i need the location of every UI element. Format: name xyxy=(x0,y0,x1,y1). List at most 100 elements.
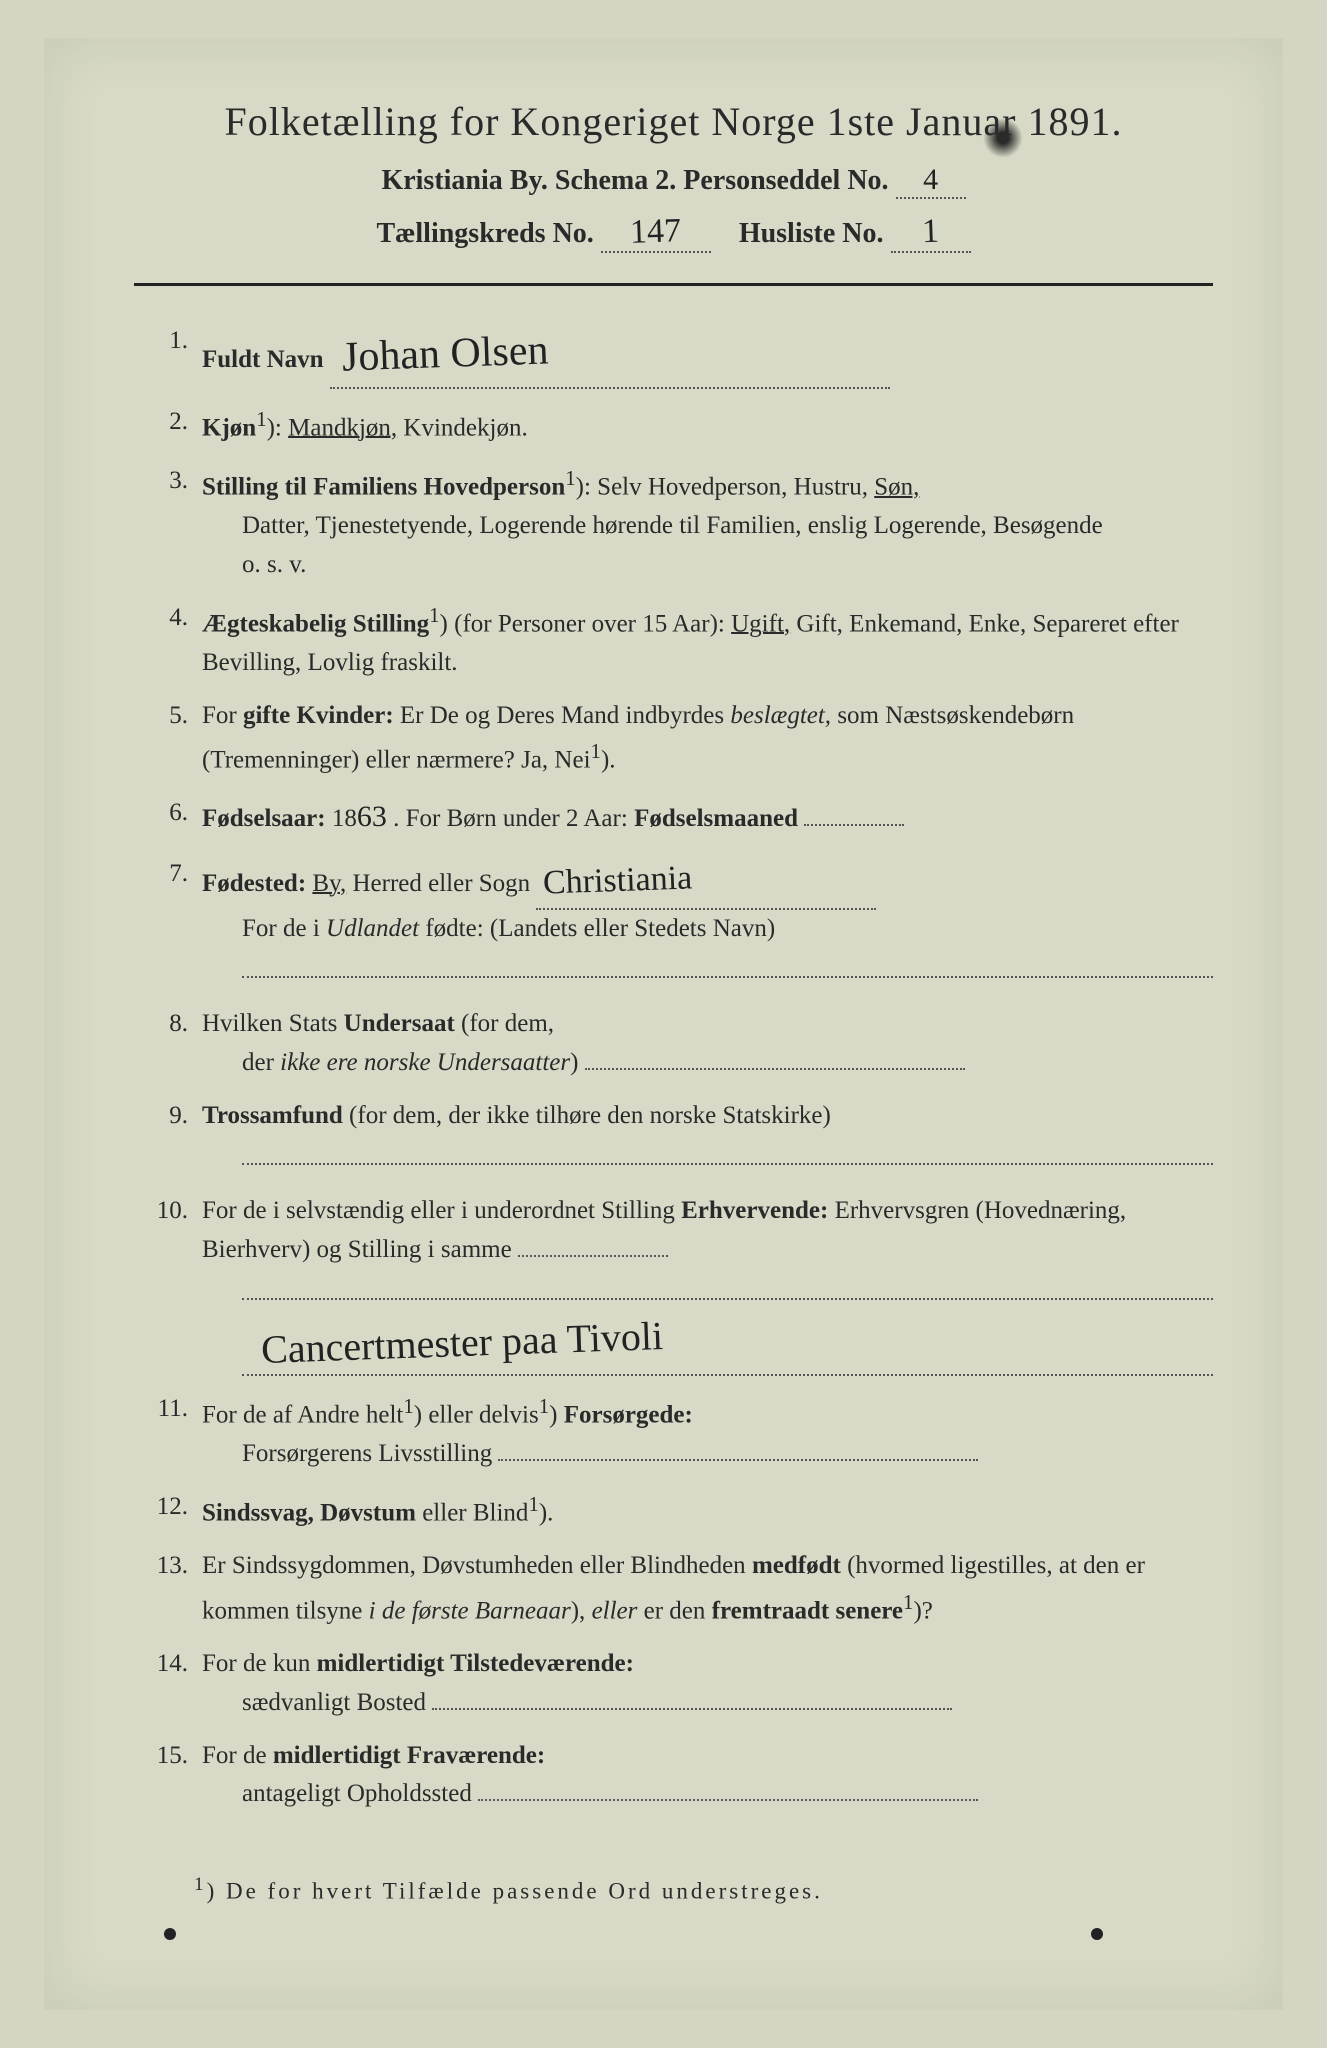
field-body: Er Sindssygdommen, Døvstumheden eller Bl… xyxy=(202,1547,1213,1631)
field-15: 15. For de midlertidigt Fraværende: anta… xyxy=(152,1737,1213,1815)
f15-line2: antageligt Opholdssted xyxy=(202,1780,472,1807)
field-label: Undersaat xyxy=(344,1010,455,1037)
field-osv: o. s. v. xyxy=(202,551,306,578)
f11-rest: ) xyxy=(549,1402,564,1429)
f13-ital: i de første Barneaar xyxy=(369,1597,571,1624)
year-pre: 18 xyxy=(332,805,357,832)
footnote-marker: 1 xyxy=(194,1874,207,1895)
erhverv-field-3: Cancertmester paa Tivoli xyxy=(242,1312,1213,1376)
forsorger-field xyxy=(498,1459,978,1461)
f13-b1: medfødt xyxy=(752,1552,841,1579)
field-body: Fuldt Navn Johan Olsen xyxy=(202,322,1213,389)
bosted-field xyxy=(432,1708,952,1710)
fodselsmaaned-field xyxy=(804,824,904,826)
field-cont: For de i Udlandet fødte: (Landets eller … xyxy=(202,915,775,942)
footnote-text: ) De for hvert Tilfælde passende Ord und… xyxy=(207,1879,823,1904)
field-label: Ægteskabelig Stilling xyxy=(202,610,429,637)
subtitle-line-1: Kristiania By. Schema 2. Personseddel No… xyxy=(134,163,1213,199)
f13-pre: Er Sindssygdommen, Døvstumheden eller Bl… xyxy=(202,1552,752,1579)
field-num: 6. xyxy=(152,794,202,841)
field-num: 10. xyxy=(152,1192,202,1376)
tkreds-label: Tællingskreds No. xyxy=(376,218,593,249)
f13-rest2: ), xyxy=(571,1597,592,1624)
year-value: 63 xyxy=(357,800,387,833)
field-2: 2. Kjøn1): Mandkjøn, Kvindekjøn. xyxy=(152,403,1213,448)
field-mid: . For Børn under 2 Aar: xyxy=(393,805,634,832)
field-label: midlertidigt Fraværende: xyxy=(273,1742,545,1769)
fodested-value: Christiania xyxy=(542,852,693,910)
field-rest: ) (for Personer over 15 Aar): xyxy=(440,610,732,637)
footnote-ref: 1 xyxy=(403,1394,413,1418)
field-label: gifte Kvinder: xyxy=(243,702,394,729)
f13-rest3: er den xyxy=(644,1597,712,1624)
field-label: Stilling til Familiens Hovedperson xyxy=(202,474,565,501)
f8-rest: (for dem, xyxy=(461,1010,554,1037)
f11-line2: Forsørgerens Livsstilling xyxy=(202,1440,492,1467)
fuldt-navn-field: Johan Olsen xyxy=(330,322,890,389)
field-label-2: Fødselsmaaned xyxy=(634,805,798,832)
field-num: 12. xyxy=(152,1488,202,1533)
field-label: Trossamfund xyxy=(202,1102,343,1129)
personseddel-no-field: 4 xyxy=(896,163,966,199)
field-cont: Datter, Tjenestetyende, Logerende hørend… xyxy=(202,507,1103,546)
field-label: Forsørgede: xyxy=(564,1402,693,1429)
erhverv-field-1 xyxy=(518,1255,668,1257)
f11-mid: ) eller delvis xyxy=(414,1402,539,1429)
erhverv-value: Cancertmester paa Tivoli xyxy=(260,1305,664,1381)
field-num: 2. xyxy=(152,403,202,448)
field-body: Fødselsaar: 1863 . For Børn under 2 Aar:… xyxy=(202,794,1213,841)
personseddel-no-value: 4 xyxy=(923,163,938,196)
field-8: 8. Hvilken Stats Undersaat (for dem, der… xyxy=(152,1005,1213,1083)
stilling-son: Søn, xyxy=(874,474,919,501)
field-label: Fødested: xyxy=(202,870,306,897)
f8-line1: Hvilken Stats xyxy=(202,1010,344,1037)
field-label: Erhvervende: xyxy=(681,1197,828,1224)
subtitle-text: Kristiania By. Schema 2. Personseddel No… xyxy=(381,165,888,196)
field-body: For gifte Kvinder: Er De og Deres Mand i… xyxy=(202,697,1213,781)
field-pre: For xyxy=(202,702,243,729)
punch-hole-right xyxy=(1091,1928,1103,1940)
field-11: 11. For de af Andre helt1) eller delvis1… xyxy=(152,1390,1213,1474)
aegteskab-ugift: Ugift, xyxy=(731,610,790,637)
field-num: 11. xyxy=(152,1390,202,1474)
udlandet-field xyxy=(242,948,1213,978)
f13-ital2: eller xyxy=(592,1597,638,1624)
field-label: Fødselsaar: xyxy=(202,805,326,832)
field-body: Fødested: By, Herred eller Sogn Christia… xyxy=(202,855,1213,991)
field-num: 7. xyxy=(152,855,202,991)
field-num: 3. xyxy=(152,462,202,585)
fodested-field: Christiania xyxy=(536,855,876,910)
field-9: 9. Trossamfund (for dem, der ikke tilhør… xyxy=(152,1097,1213,1179)
kjon-option-mand: Mandkjøn, xyxy=(288,414,397,441)
fuldt-navn-value: Johan Olsen xyxy=(341,318,550,390)
f11-pre: For de af Andre helt xyxy=(202,1402,403,1429)
footnote-ref: 1 xyxy=(539,1394,549,1418)
field-body: For de af Andre helt1) eller delvis1) Fo… xyxy=(202,1390,1213,1474)
f14-pre: For de kun xyxy=(202,1650,317,1677)
form-entries: 1. Fuldt Navn Johan Olsen 2. Kjøn1): Man… xyxy=(134,322,1213,1814)
field-num: 8. xyxy=(152,1005,202,1083)
header-rule xyxy=(134,283,1213,286)
field-label: midlertidigt Tilstedeværende: xyxy=(317,1650,634,1677)
field-3: 3. Stilling til Familiens Hovedperson1):… xyxy=(152,462,1213,585)
field-4: 4. Ægteskabelig Stilling1) (for Personer… xyxy=(152,599,1213,683)
field-body: Sindssvag, Døvstum eller Blind1). xyxy=(202,1488,1213,1533)
field-rest: ): xyxy=(267,414,289,441)
f13-end: )? xyxy=(913,1597,932,1624)
field-num: 15. xyxy=(152,1737,202,1815)
footnote-ref: 1 xyxy=(565,466,575,490)
field-body: For de midlertidigt Fraværende: antageli… xyxy=(202,1737,1213,1815)
kjon-option-kvinde: Kvindekjøn. xyxy=(403,414,527,441)
footnote-ref: 1 xyxy=(429,603,439,627)
erhverv-field-2 xyxy=(242,1270,1213,1300)
field-6: 6. Fødselsaar: 1863 . For Børn under 2 A… xyxy=(152,794,1213,841)
trossamfund-field xyxy=(242,1135,1213,1165)
field-rest: Er De og Deres Mand indbyrdes xyxy=(400,702,730,729)
punch-hole-left xyxy=(164,1928,176,1940)
page-title: Folketælling for Kongeriget Norge 1ste J… xyxy=(134,98,1213,145)
field-rest: ): Selv Hovedperson, Hustru, xyxy=(576,474,875,501)
field-num: 9. xyxy=(152,1097,202,1179)
field-body: For de kun midlertidigt Tilstedeværende:… xyxy=(202,1645,1213,1723)
field-label: Sindssvag, Døvstum xyxy=(202,1500,416,1527)
field-body: Ægteskabelig Stilling1) (for Personer ov… xyxy=(202,599,1213,683)
